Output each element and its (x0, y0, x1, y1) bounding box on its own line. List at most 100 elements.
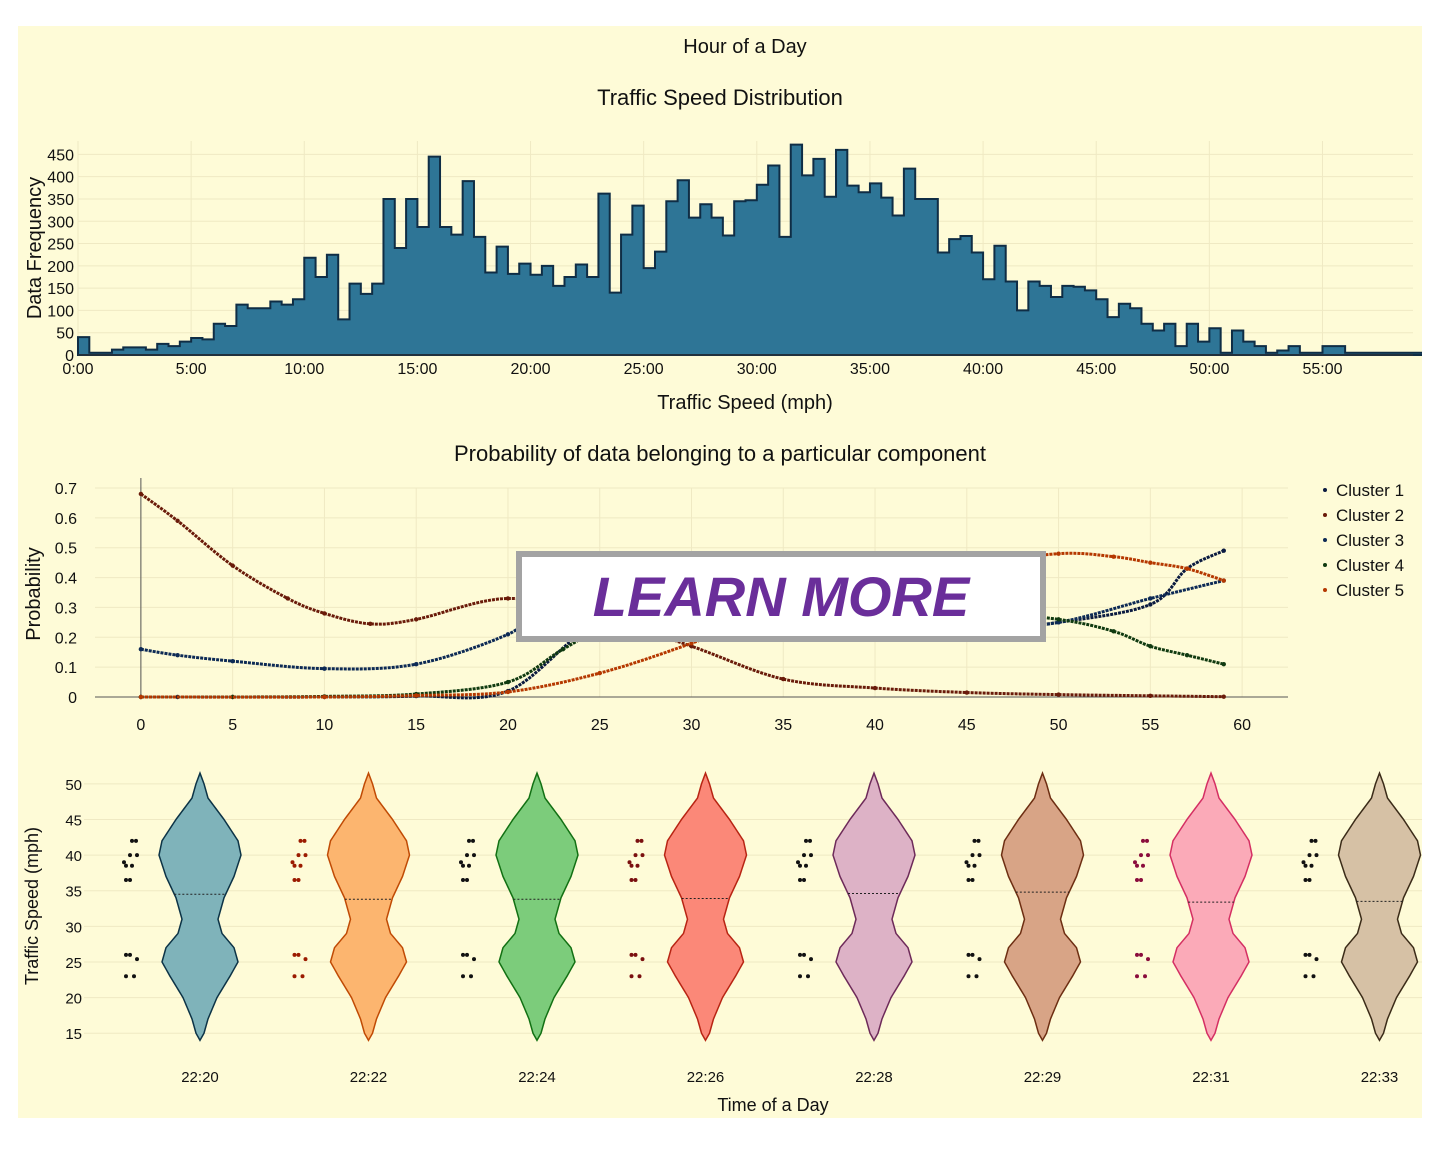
histogram-bar (870, 183, 881, 355)
violin-sample-point (128, 853, 132, 858)
violin-y-tick: 35 (65, 884, 82, 901)
probability-x-tick: 25 (591, 717, 609, 734)
histogram-bar (610, 293, 621, 355)
violin-sample-point (970, 952, 975, 957)
violin-sample-point (461, 863, 465, 868)
cluster-4-point (560, 647, 566, 652)
violin-sample-point (635, 838, 640, 843)
violin-sample-point (292, 878, 297, 882)
histogram-bar (395, 248, 406, 355)
cluster-3-point (413, 661, 419, 667)
histogram-bar (723, 236, 734, 355)
violin-sample-point (1314, 853, 1319, 858)
probability-y-tick: 0.5 (55, 541, 77, 558)
violin-sample-point (124, 878, 128, 882)
probability-x-tick: 50 (1050, 717, 1068, 734)
violin-sample-point (977, 853, 982, 858)
histogram-bar (1334, 346, 1345, 355)
histogram-bar (881, 198, 892, 355)
histogram-bar (214, 324, 225, 355)
cluster-4-point (1056, 617, 1061, 622)
histogram-bar (1243, 342, 1254, 355)
violin-sample-point (128, 952, 132, 957)
histogram-bar (576, 264, 587, 355)
histogram-bar (972, 252, 983, 355)
violin-sample-point (1145, 838, 1149, 843)
violin-sample-point (1143, 974, 1147, 979)
violin-sample-point (966, 878, 971, 882)
violin-sample-point (970, 853, 975, 858)
histogram-bar (1119, 304, 1130, 355)
histogram-bar (859, 192, 870, 355)
histogram-bar (1153, 330, 1164, 355)
cluster-5-point (1148, 560, 1153, 565)
violin-sample-point (627, 860, 632, 865)
violin-sample-point (976, 838, 981, 843)
histogram-bar (689, 218, 700, 355)
violin-sample-point (796, 860, 800, 865)
violin-sample-point (809, 957, 813, 962)
histogram-bar (802, 175, 813, 355)
histogram-bar (915, 199, 926, 355)
histogram-bar (644, 268, 655, 355)
histogram-bar (1096, 299, 1107, 355)
histogram-bar (632, 206, 643, 355)
cluster-2-point (872, 685, 878, 691)
violin-sample-point (465, 952, 469, 957)
violin-sample-point (1135, 974, 1139, 979)
histogram-bar (146, 350, 157, 355)
histogram-bar (983, 279, 994, 355)
probability-x-tick: 40 (866, 717, 884, 734)
histogram-bar (180, 342, 191, 355)
histogram-bar (949, 239, 960, 355)
violin-y-tick: 25 (65, 955, 82, 972)
violin-sample-point (966, 974, 971, 979)
violin-sample-point (1303, 952, 1308, 957)
histogram-bar (248, 308, 259, 355)
violin-sample-point (1139, 952, 1143, 957)
histogram-bar (564, 277, 575, 355)
violin-sample-point (1301, 860, 1306, 865)
histogram-x-tick: 10:00 (284, 361, 324, 378)
histogram-bar (202, 339, 213, 355)
violin-sample-point (633, 952, 638, 957)
histogram-bar (768, 166, 779, 355)
histogram-bar (135, 347, 146, 355)
violin-22:33 (1337, 770, 1422, 1042)
histogram-bar (1164, 324, 1175, 355)
violin-22:31 (1169, 770, 1253, 1042)
histogram-y-tick: 50 (56, 326, 74, 343)
violin-y-tick: 45 (65, 812, 82, 829)
chart-canvas: Hour of a Day Traffic Speed Distribution 0… (22, 36, 1422, 1115)
violin-y-tick: 40 (65, 848, 82, 865)
violin-sample-point (970, 878, 975, 882)
histogram-bar (1074, 287, 1085, 355)
violin-sample-point (461, 878, 465, 882)
cluster-2-point (138, 491, 144, 497)
histogram-bar (836, 150, 847, 355)
histogram-bar (1175, 346, 1186, 355)
cluster-5-point (413, 693, 419, 698)
violin-sample-point (128, 878, 132, 882)
histogram-bar (112, 350, 123, 355)
violin-sample-point (798, 863, 802, 868)
histogram-bar (169, 346, 180, 355)
violin-sample-point (135, 853, 139, 858)
histogram-bars (77, 143, 1422, 356)
violin-sample-point (802, 853, 806, 858)
histogram-bar (451, 235, 462, 355)
histogram-bar (938, 252, 949, 355)
histogram-y-tick: 400 (47, 170, 74, 187)
probability-x-tick: 15 (407, 717, 425, 734)
learn-more-button[interactable]: LEARN MORE (516, 551, 1046, 642)
histogram-x-tick: 0:00 (62, 361, 93, 378)
violin-sample-point (461, 952, 465, 957)
violin-sample-point (300, 974, 305, 979)
histogram-bar (1413, 353, 1422, 355)
histogram-bar (1051, 297, 1062, 355)
histogram-y-tick: 100 (47, 303, 74, 320)
cluster-5-point (138, 694, 144, 700)
violin-22:20 (158, 770, 242, 1042)
violin-sample-point (130, 863, 134, 868)
histogram-x-tick: 20:00 (511, 361, 551, 378)
